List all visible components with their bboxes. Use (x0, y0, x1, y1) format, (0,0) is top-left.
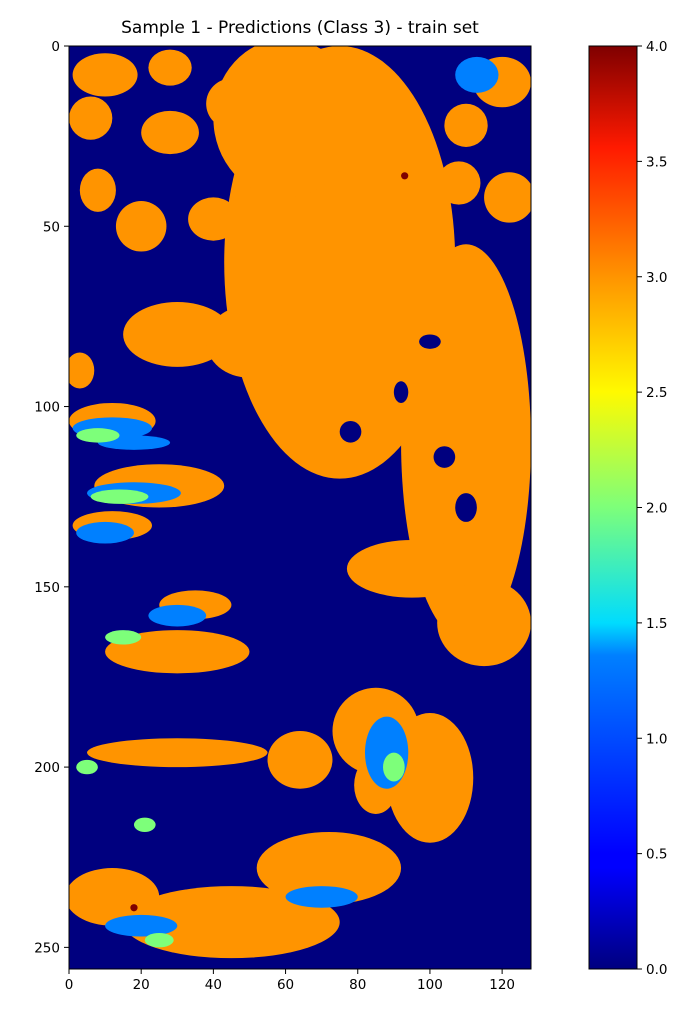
heatmap-region-class-1 (105, 914, 178, 937)
heatmap-region-class-1 (148, 604, 207, 627)
heatmap-region-class-3 (69, 96, 113, 140)
x-tick-label: 0 (65, 977, 74, 993)
colorbar-axis: 0.0 0.5 1.0 1.5 2.0 2.5 3.0 3.5 4.0 (637, 39, 667, 978)
heatmap-region-class-2 (133, 817, 156, 832)
heatmap-region-class-1 (455, 56, 499, 93)
heatmap-region-class-3 (141, 110, 199, 155)
heatmap-region-class-3 (206, 78, 257, 129)
heatmap-region-class-3 (267, 731, 333, 789)
colorbar-tick-label: 1.5 (646, 616, 667, 632)
colorbar-tick-label: 2.0 (646, 501, 667, 517)
heatmap-region-class-3 (437, 161, 481, 205)
colorbar-tick-label: 3.0 (646, 270, 667, 286)
x-tick-label: 20 (133, 977, 150, 993)
heatmap-region-class-3 (72, 53, 138, 97)
heatmap-region-class-3 (206, 305, 293, 378)
x-axis: 0 20 40 60 80 100 120 (65, 969, 515, 993)
colorbar-tick-label: 1.0 (646, 731, 667, 747)
colorbar-gradient (589, 46, 637, 969)
x-tick-label: 80 (349, 977, 366, 993)
colorbar-tick-label: 0.0 (646, 962, 667, 978)
colorbar-tick-label: 3.5 (646, 154, 667, 170)
heatmap-region-class-3 (123, 301, 232, 367)
x-tick-label: 100 (417, 977, 443, 993)
heatmap-region-class-0 (339, 420, 362, 443)
heatmap-region-class-3 (393, 168, 438, 227)
heatmap-region-class-0 (455, 493, 477, 522)
heatmap-region-class-1 (76, 521, 134, 544)
y-tick-label: 150 (34, 580, 60, 596)
plot-frame (68, 45, 532, 970)
x-tick-label: 40 (205, 977, 222, 993)
heatmap-region-class-3 (386, 713, 474, 843)
heatmap-region-class-3 (115, 201, 167, 252)
heatmap-region-class-1 (285, 886, 358, 908)
heatmap-region-class-3 (87, 738, 268, 768)
heatmap-region-class-3 (105, 630, 250, 674)
y-tick-label: 250 (34, 940, 60, 956)
heatmap-region-class-4 (401, 172, 409, 180)
y-tick-label: 200 (34, 760, 60, 776)
x-tick-label: 120 (489, 977, 515, 993)
heatmap-region-class-2 (76, 428, 120, 443)
heatmap-region-class-3 (484, 172, 531, 223)
heatmap-region-class-3 (69, 352, 95, 389)
heatmap-region-class-4 (130, 904, 138, 912)
heatmap-image (69, 46, 531, 969)
y-tick-label: 0 (51, 39, 60, 55)
heatmap-region-class-0 (419, 334, 441, 349)
heatmap-region-class-3 (69, 868, 160, 926)
heatmap-region-class-2 (76, 759, 98, 775)
heatmap-region-class-1 (364, 716, 409, 789)
heatmap-region-class-3 (123, 886, 340, 959)
heatmap-region-class-2 (105, 630, 142, 645)
x-tick-label: 60 (277, 977, 294, 993)
y-tick-label: 50 (43, 219, 60, 235)
colorbar-tick-label: 0.5 (646, 847, 667, 863)
heatmap-region-class-2 (383, 752, 405, 782)
colorbar-tick-label: 2.5 (646, 385, 667, 401)
y-axis: 0 50 100 150 200 250 (34, 39, 69, 956)
heatmap-region-class-3 (213, 46, 358, 198)
heatmap-region-class-0 (202, 283, 225, 299)
heatmap-region-class-0 (393, 381, 409, 403)
heatmap-region-class-3 (256, 831, 402, 905)
heatmap-region-class-2 (90, 489, 149, 504)
heatmap-region-class-0 (433, 446, 456, 468)
colorbar: 0.0 0.5 1.0 1.5 2.0 2.5 3.0 3.5 4.0 (588, 39, 667, 978)
heatmap-region-class-3 (79, 168, 116, 212)
heatmap-region-class-3 (188, 197, 239, 241)
y-tick-label: 100 (34, 400, 60, 416)
colorbar-tick-label: 4.0 (646, 39, 667, 55)
heatmap-region-class-3 (148, 49, 192, 86)
chart-title: Sample 1 - Predictions (Class 3) - train… (121, 18, 479, 38)
heatmap-region-class-2 (144, 932, 174, 948)
heatmap-region-class-3 (437, 579, 531, 667)
heatmap-region-class-3 (346, 539, 477, 598)
heatmap-region-class-3 (444, 103, 488, 147)
